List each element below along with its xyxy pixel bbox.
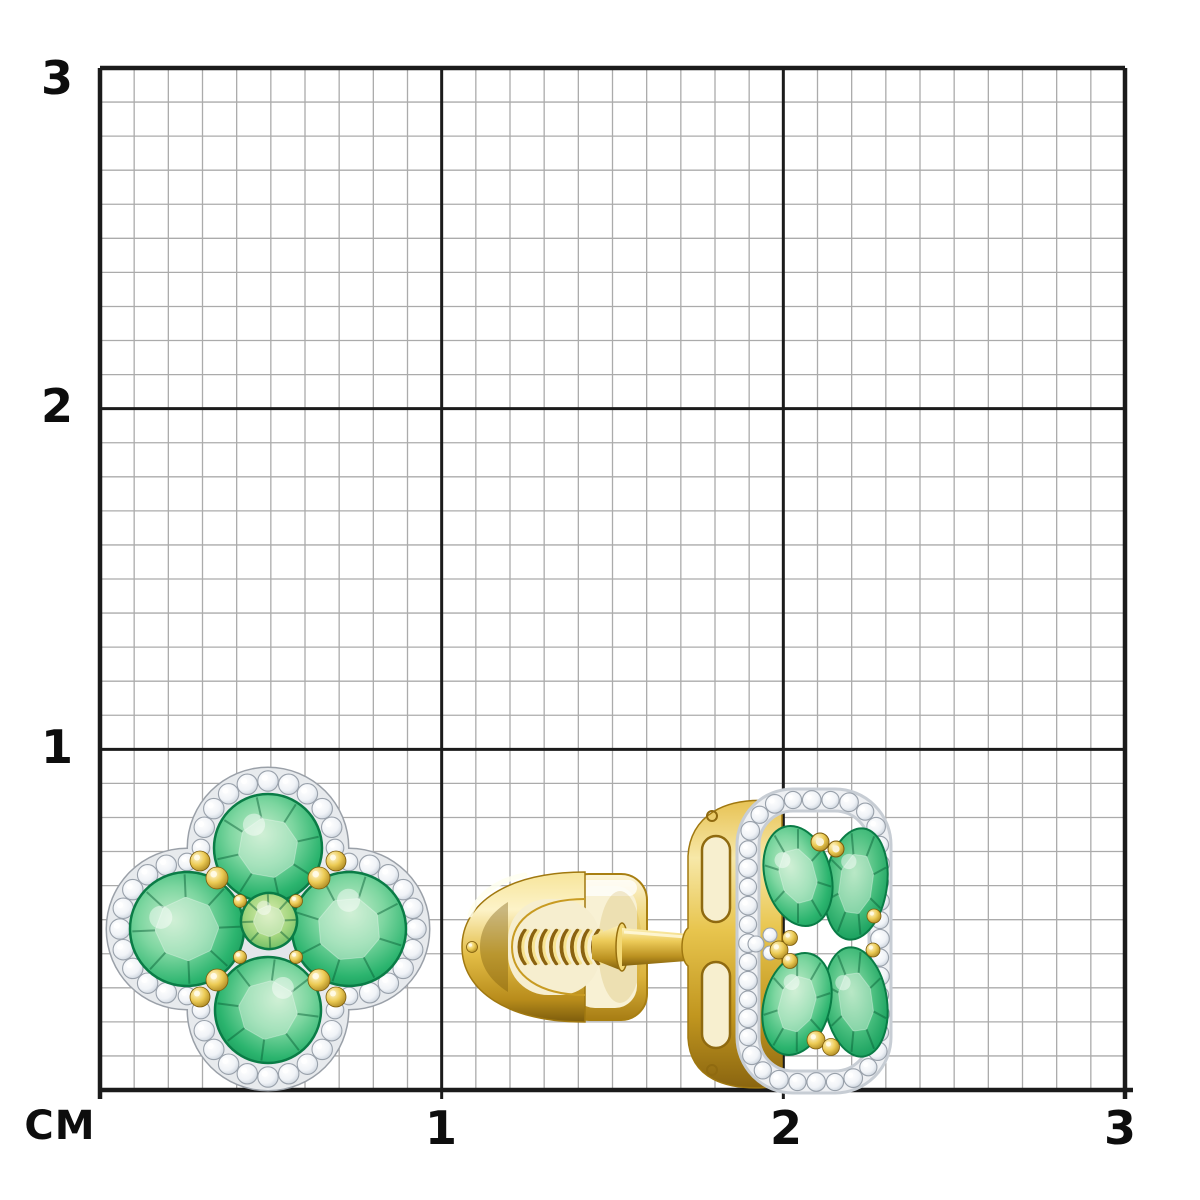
ruler-bottom-label-2cm: 2 (769, 1101, 803, 1155)
ruler-left-label-3cm: 3 (40, 51, 74, 105)
ruler-bottom-label-1cm: 1 (424, 1101, 458, 1155)
earring-side-view (461, 787, 893, 1095)
ruler-left-label-2cm: 2 (40, 379, 74, 433)
ruler-left-label-1cm: 1 (40, 720, 74, 774)
earring-front-view (105, 766, 431, 1092)
ruler-bottom-label-3cm: 3 (1103, 1101, 1137, 1155)
ruler-unit-label: CM (24, 1103, 96, 1149)
